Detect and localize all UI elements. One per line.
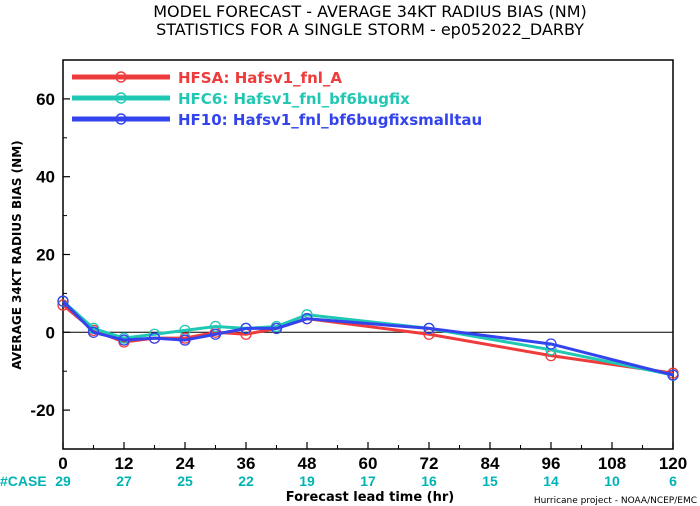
y-tick-label: 20 [36, 246, 55, 265]
x-tick-label: 60 [359, 454, 378, 473]
y-tick-label: 60 [36, 90, 55, 109]
case-count: 29 [55, 473, 71, 489]
case-count: 6 [669, 473, 677, 489]
chart-title-line2: STATISTICS FOR A SINGLE STORM - ep052022… [156, 20, 584, 40]
data-point [301, 313, 313, 325]
case-count: 14 [543, 473, 559, 489]
data-point [209, 328, 222, 340]
data-point [270, 322, 283, 335]
x-tick-label: 72 [420, 454, 439, 473]
x-axis-label: Forecast lead time (hr) [286, 490, 454, 505]
data-point [209, 320, 222, 333]
legend-label-2: HF10: Hafsv1_fnl_bf6bugfixsmalltau [178, 111, 482, 129]
case-count: 17 [360, 473, 376, 489]
legend-marker-2 [115, 113, 127, 125]
data-point [667, 369, 679, 381]
data-point [148, 332, 161, 344]
x-tick-label: 24 [176, 454, 195, 473]
data-point [179, 334, 191, 346]
y-tick-label: -20 [30, 401, 55, 420]
data-point [423, 322, 435, 335]
x-tick-label: 84 [481, 454, 500, 473]
data-point [87, 326, 100, 338]
case-count: 16 [421, 473, 437, 489]
case-count: 22 [238, 473, 254, 489]
x-tick-label: 36 [237, 454, 256, 473]
case-count: 10 [604, 473, 620, 489]
data-point [240, 322, 252, 335]
series-line-2 [61, 300, 674, 377]
case-count: 15 [482, 473, 498, 489]
x-tick-label: 12 [115, 454, 134, 473]
x-tick-label: 108 [598, 454, 626, 473]
x-tick-label: 120 [659, 454, 687, 473]
y-tick-label: 40 [36, 168, 55, 187]
x-tick-label: 48 [298, 454, 317, 473]
case-label: #CASE [0, 473, 47, 489]
legend-label-0: HFSA: Hafsv1_fnl_A [178, 69, 342, 87]
data-point [545, 338, 557, 350]
case-count: 25 [177, 473, 193, 489]
x-tick-label: 0 [58, 454, 67, 473]
legend-marker-1 [115, 92, 127, 104]
case-count: 27 [116, 473, 132, 489]
chart-title-line1: MODEL FORECAST - AVERAGE 34KT RADIUS BIA… [153, 2, 587, 21]
x-tick-label: 96 [542, 454, 561, 473]
y-axis-label: AVERAGE 34KT RADIUS BIAS (NM) [10, 140, 24, 369]
legend-marker-0 [115, 71, 127, 83]
case-count: 19 [299, 473, 315, 489]
data-point [118, 334, 130, 346]
legend-label-1: HFC6: Hafsv1_fnl_bf6bugfix [178, 90, 410, 108]
credit-text: Hurricane project - NOAA/NCEP/EMC [534, 496, 697, 506]
data-point [57, 295, 69, 307]
y-tick-label: 0 [46, 323, 55, 342]
